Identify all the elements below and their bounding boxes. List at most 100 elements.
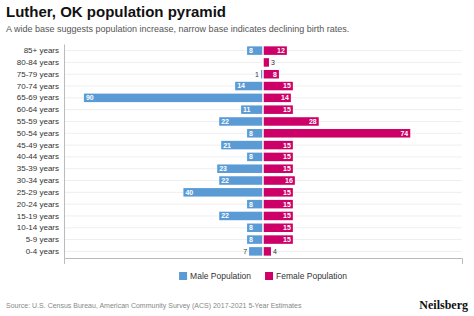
data-label: 21 xyxy=(223,142,231,149)
x-axis-line xyxy=(65,259,463,265)
bar xyxy=(263,105,293,114)
bar xyxy=(263,153,293,162)
y-tick-label: 10-14 years xyxy=(17,223,59,232)
data-label: 8 xyxy=(249,201,253,208)
y-tick: 65-69 years xyxy=(17,93,64,102)
data-label: 28 xyxy=(309,118,317,125)
y-tick-label: 0-4 years xyxy=(26,247,59,256)
bar xyxy=(247,200,263,209)
bar xyxy=(263,58,269,67)
branding: Neilsberg xyxy=(419,298,468,312)
bar xyxy=(249,247,263,256)
data-label: 22 xyxy=(221,212,229,219)
y-tick: 0-4 years xyxy=(26,247,64,256)
y-tick-label: 15-19 years xyxy=(17,212,59,221)
bar xyxy=(219,176,263,185)
y-tick-label: 55-59 years xyxy=(17,117,59,126)
data-label: 15 xyxy=(283,224,291,231)
data-label: 15 xyxy=(283,189,291,196)
chart-container: Luther, OK population pyramidA wide base… xyxy=(0,0,474,316)
y-tick: 70-74 years xyxy=(17,82,64,91)
data-label: 8 xyxy=(249,224,253,231)
data-label: 4 xyxy=(273,248,277,255)
bar xyxy=(183,188,263,197)
data-label: 3 xyxy=(271,59,275,66)
y-tick-label: 40-44 years xyxy=(17,152,59,161)
data-label: 8 xyxy=(249,236,253,243)
data-label: 16 xyxy=(285,177,293,184)
data-label: 15 xyxy=(283,236,291,243)
data-label: 15 xyxy=(283,153,291,160)
legend-item: Female Population xyxy=(265,271,347,281)
bar xyxy=(263,200,293,209)
bar xyxy=(263,176,295,185)
data-label: 14 xyxy=(281,94,289,101)
bar xyxy=(263,46,287,55)
data-label: 15 xyxy=(283,82,291,89)
y-tick: 85+ years xyxy=(24,46,64,55)
data-label: 7 xyxy=(243,248,247,255)
data-label: 11 xyxy=(243,106,251,113)
legend-label: Female Population xyxy=(276,271,347,281)
bar xyxy=(247,224,263,233)
y-tick: 55-59 years xyxy=(17,117,64,126)
data-label: 90 xyxy=(86,94,94,101)
legend-label: Male Population xyxy=(190,271,251,281)
y-tick-label: 75-79 years xyxy=(17,70,59,79)
y-tick-label: 35-39 years xyxy=(17,164,59,173)
data-label: 1 xyxy=(255,71,259,78)
y-axis-line xyxy=(64,45,65,259)
bar xyxy=(84,94,263,103)
y-tick-label: 70-74 years xyxy=(17,82,59,91)
bar xyxy=(247,235,263,244)
bar xyxy=(221,141,263,150)
chart-svg: Luther, OK population pyramidA wide base… xyxy=(0,0,474,316)
bar xyxy=(263,188,293,197)
bar xyxy=(263,94,291,103)
legend: Male Population Female Population xyxy=(179,271,347,281)
data-label: 8 xyxy=(273,71,277,78)
x-axis xyxy=(65,259,463,265)
data-label: 74 xyxy=(400,130,408,137)
data-label: 8 xyxy=(249,130,253,137)
bar xyxy=(247,153,263,162)
y-tick: 35-39 years xyxy=(17,164,64,173)
y-tick: 80-84 years xyxy=(17,58,64,67)
bar xyxy=(235,82,263,91)
title: Luther, OK population pyramid xyxy=(6,3,226,20)
y-tick: 45-49 years xyxy=(17,141,64,150)
legend-swatch xyxy=(265,272,273,280)
bar xyxy=(219,212,263,221)
data-label: 15 xyxy=(283,142,291,149)
data-label: 40 xyxy=(185,189,193,196)
y-tick-label: 30-34 years xyxy=(17,176,59,185)
source: Source: U.S. Census Bureau, American Com… xyxy=(6,302,302,310)
y-tick-label: 5-9 years xyxy=(26,235,59,244)
data-label: 23 xyxy=(219,165,227,172)
data-label: 15 xyxy=(283,212,291,219)
y-tick-label: 85+ years xyxy=(24,46,59,55)
data-label: 14 xyxy=(237,82,245,89)
y-tick: 60-64 years xyxy=(17,105,64,114)
y-tick-label: 80-84 years xyxy=(17,58,59,67)
y-tick: 20-24 years xyxy=(17,200,64,209)
bar xyxy=(263,235,293,244)
y-tick: 25-29 years xyxy=(17,188,64,197)
y-tick: 15-19 years xyxy=(17,212,64,221)
bar xyxy=(217,164,263,173)
bar xyxy=(263,224,293,233)
center-line xyxy=(262,44,264,258)
y-tick-label: 45-49 years xyxy=(17,141,59,150)
y-tick-label: 60-64 years xyxy=(17,105,59,114)
y-tick-label: 65-69 years xyxy=(17,93,59,102)
data-label: 8 xyxy=(249,47,253,54)
y-tick: 50-54 years xyxy=(17,129,64,138)
legend-item: Male Population xyxy=(179,271,251,281)
bar xyxy=(247,129,263,138)
y-axis: 0-4 years 5-9 years 10-14 years 15-19 years… xyxy=(17,45,65,259)
data-label: 15 xyxy=(283,201,291,208)
bar xyxy=(263,141,293,150)
data-label: 22 xyxy=(221,177,229,184)
data-label: 22 xyxy=(221,118,229,125)
y-tick: 40-44 years xyxy=(17,152,64,161)
